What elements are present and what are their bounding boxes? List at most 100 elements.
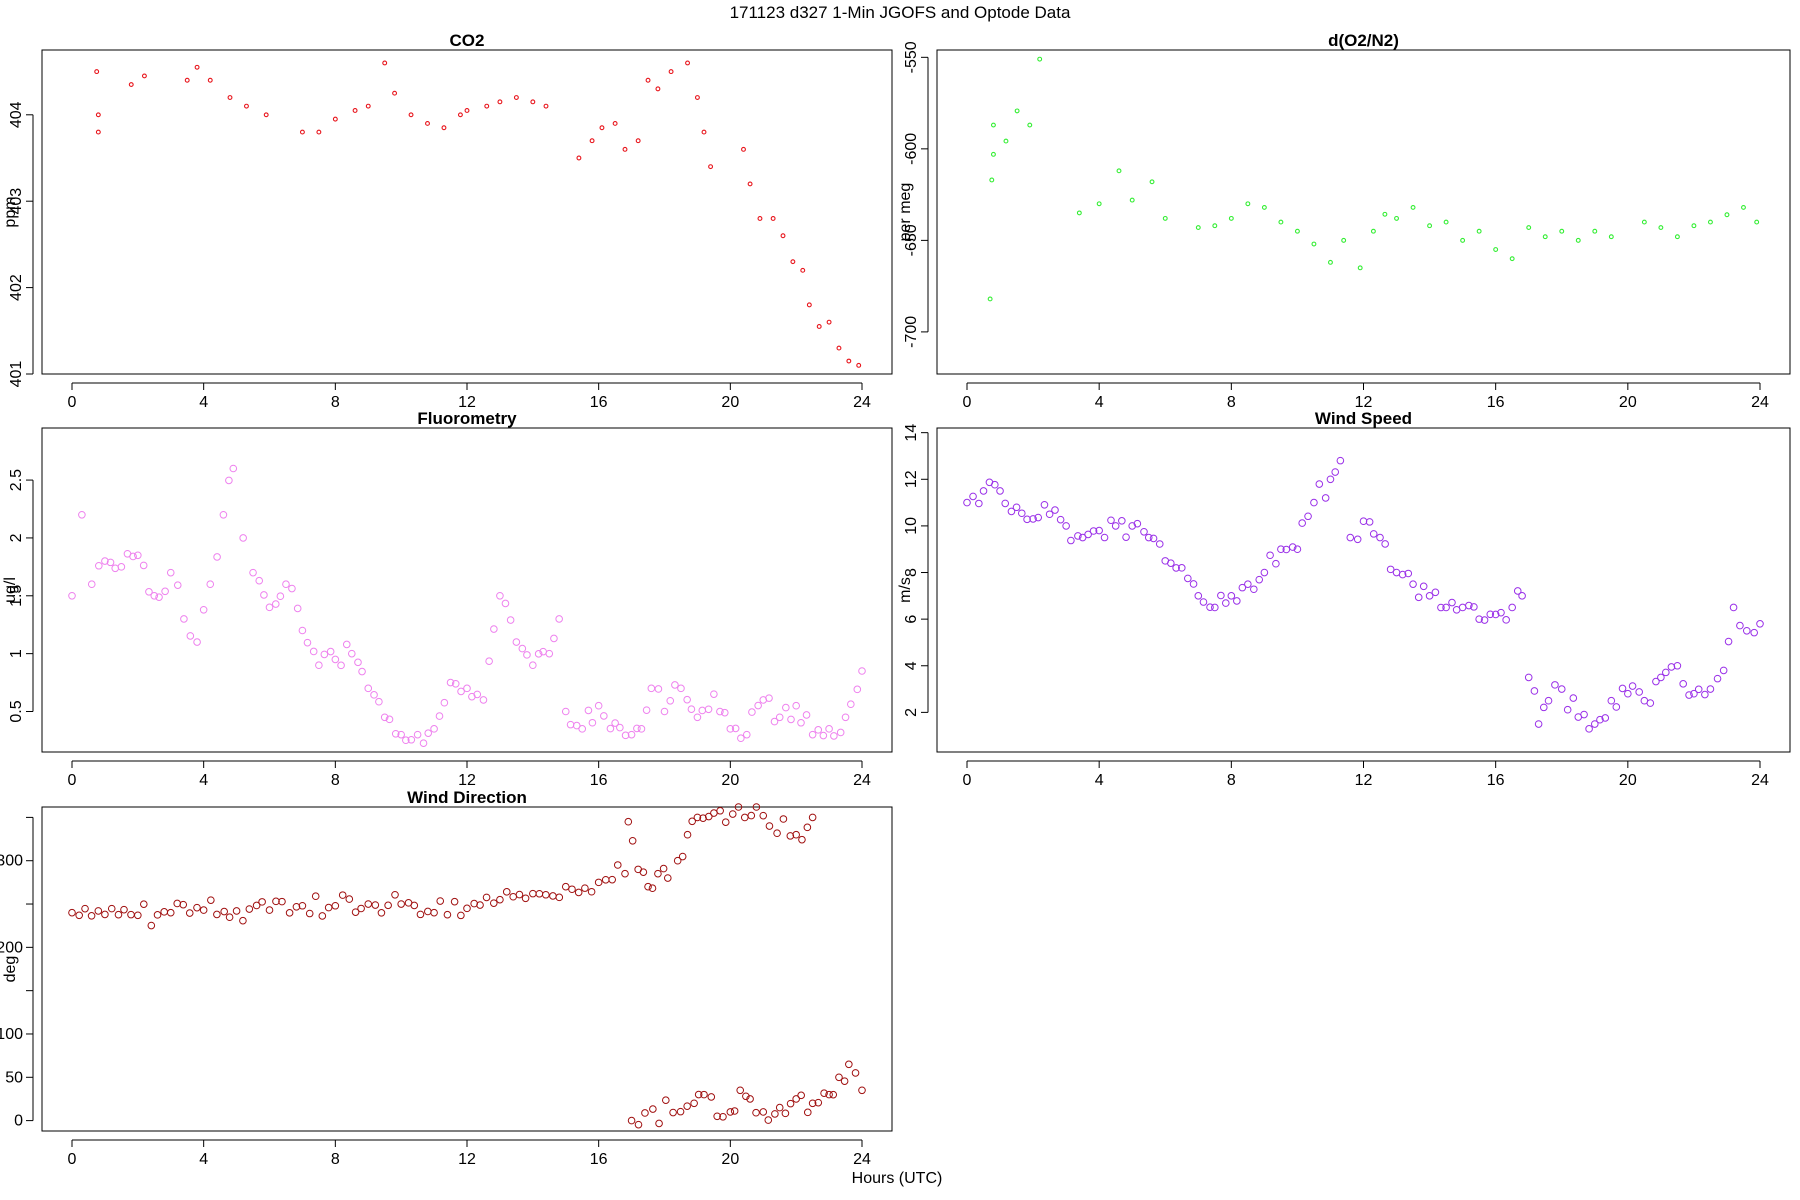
y-tick-label: 8 xyxy=(903,568,920,577)
data-point xyxy=(1673,661,1682,670)
data-point xyxy=(529,889,537,898)
data-point xyxy=(239,916,247,925)
data-point xyxy=(1206,603,1214,612)
data-point xyxy=(249,568,257,577)
data-point xyxy=(543,103,549,109)
data-point xyxy=(991,480,999,489)
x-tick-label: 12 xyxy=(458,772,476,789)
y-axis-label: m/s xyxy=(897,577,914,603)
data-point xyxy=(127,910,135,919)
data-point xyxy=(347,649,356,658)
data-point xyxy=(220,907,228,916)
data-point xyxy=(1658,225,1664,231)
data-point xyxy=(1480,616,1489,624)
data-point xyxy=(272,897,280,906)
data-point xyxy=(502,888,511,896)
data-point xyxy=(1719,666,1728,675)
data-point xyxy=(741,146,746,152)
data-point xyxy=(364,900,373,908)
data-point xyxy=(979,487,988,495)
data-point xyxy=(773,829,781,838)
data-point xyxy=(160,908,168,916)
panel-title: Fluorometry xyxy=(417,409,517,428)
data-point xyxy=(806,302,812,308)
data-point xyxy=(802,711,811,719)
data-point xyxy=(451,679,460,688)
data-point xyxy=(612,120,618,126)
data-point xyxy=(780,233,786,239)
data-point xyxy=(765,822,774,830)
data-point xyxy=(199,605,208,614)
data-point xyxy=(1027,122,1033,128)
data-point xyxy=(1167,559,1175,567)
data-point xyxy=(693,813,702,822)
data-point xyxy=(1756,619,1764,628)
data-point xyxy=(1394,215,1399,221)
data-point xyxy=(1184,574,1192,583)
data-point xyxy=(699,814,707,822)
panel-2: Fluorometry 0 4 8 12 16 20 24 0.5 1 1.5 2 2.5 ug/l xyxy=(2,409,893,789)
data-point xyxy=(704,812,713,821)
data-point xyxy=(489,899,498,907)
y-tick-label: -700 xyxy=(903,316,920,348)
x-tick-label: 24 xyxy=(1751,772,1769,789)
x-tick-label: 12 xyxy=(1355,772,1373,789)
data-point xyxy=(371,901,380,909)
data-point xyxy=(1315,480,1324,488)
data-point xyxy=(1238,583,1247,592)
data-point xyxy=(490,625,498,633)
data-point xyxy=(1084,530,1092,539)
panel-4: Wind Direction 0 4 8 12 16 20 24 0 50 100 200 300 deg xyxy=(0,788,893,1168)
x-tick-label: 4 xyxy=(199,1151,208,1168)
data-point xyxy=(385,715,394,724)
data-point xyxy=(719,1112,727,1121)
data-point xyxy=(663,874,672,882)
x-tick-label: 20 xyxy=(721,394,739,411)
data-point xyxy=(1679,680,1687,688)
y-tick-label: 50 xyxy=(5,1069,23,1086)
data-points xyxy=(68,803,866,1129)
data-point xyxy=(635,138,641,144)
data-point xyxy=(1118,517,1126,525)
data-point xyxy=(731,724,740,733)
data-point xyxy=(1244,580,1252,588)
data-point xyxy=(1646,699,1655,707)
y-tick-label: 2 xyxy=(903,708,920,717)
y-tick-label: 12 xyxy=(903,470,920,488)
data-point xyxy=(814,1098,823,1107)
data-point xyxy=(1212,223,1218,229)
data-point xyxy=(1278,219,1284,225)
data-point xyxy=(245,905,254,913)
data-point xyxy=(1369,530,1378,538)
data-point xyxy=(726,725,735,733)
data-point xyxy=(377,909,386,917)
data-point xyxy=(166,568,175,577)
y-axis-label: deg xyxy=(2,956,19,983)
data-point xyxy=(94,907,103,915)
data-point xyxy=(694,95,700,100)
data-point xyxy=(179,900,188,909)
data-point xyxy=(826,319,832,325)
data-point xyxy=(75,911,83,920)
data-point xyxy=(673,856,682,865)
data-point xyxy=(1155,540,1164,548)
data-point xyxy=(509,892,518,901)
data-point xyxy=(1526,225,1532,231)
data-point xyxy=(845,1060,853,1069)
y-tick-label: 300 xyxy=(0,853,23,870)
data-point xyxy=(185,909,194,917)
data-point xyxy=(326,647,335,656)
data-point xyxy=(792,830,800,839)
data-point xyxy=(639,868,648,876)
x-tick-label: 8 xyxy=(331,772,340,789)
data-point xyxy=(600,712,608,720)
data-point xyxy=(683,1102,691,1110)
data-point xyxy=(683,695,691,704)
data-point xyxy=(721,708,729,717)
data-point xyxy=(365,103,371,109)
data-point xyxy=(1089,527,1098,535)
y-tick-label: 401 xyxy=(8,361,25,388)
data-point xyxy=(1476,228,1482,234)
data-point xyxy=(1539,703,1548,712)
